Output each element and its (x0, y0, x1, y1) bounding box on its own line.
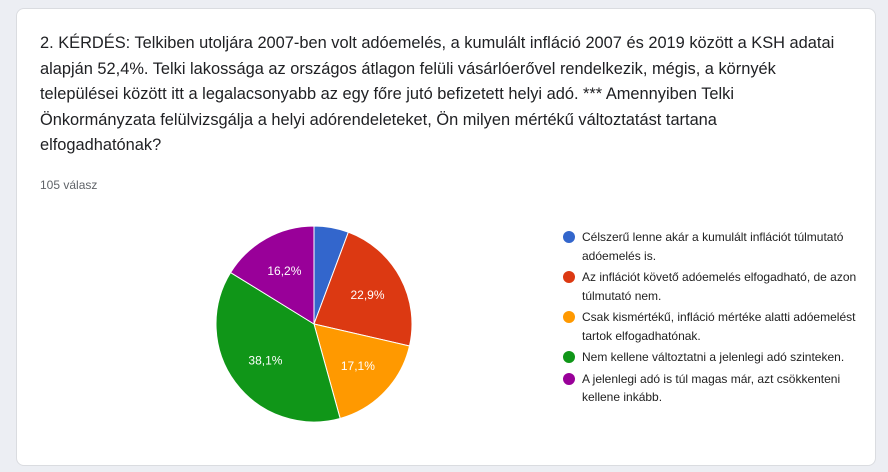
legend-label-4: Nem kellene változtatni a jelenlegi adó … (582, 350, 845, 364)
pie-chart: 22,9% 17,1% 38,1% 16,2% (215, 225, 413, 423)
legend-swatch-2 (563, 271, 575, 283)
legend-item-1[interactable]: Célszerű lenne akár a kumulált inflációt… (563, 228, 863, 265)
legend-label-1: Célszerű lenne akár a kumulált inflációt… (582, 230, 844, 263)
legend-label-2: Az inflációt követő adóemelés elfogadhat… (582, 270, 857, 303)
legend-swatch-5 (563, 372, 575, 385)
legend-item-3[interactable]: Csak kismértékű, infláció mértéke alatti… (563, 308, 863, 345)
question-card: 2. KÉRDÉS: Telkiben utoljára 2007-ben vo… (16, 8, 876, 466)
slice-label-3: 17,1% (341, 359, 375, 373)
question-text: 2. KÉRDÉS: Telkiben utoljára 2007-ben vo… (40, 34, 835, 154)
legend-swatch-4 (563, 351, 575, 363)
response-count: 105 válasz (40, 178, 98, 192)
legend-swatch-1 (563, 231, 575, 243)
slice-label-2: 22,9% (351, 288, 385, 302)
pie-slice-5[interactable] (229, 225, 315, 325)
legend-label-5: A jelenlegi adó is túl magas már, azt cs… (582, 371, 841, 405)
legend-label-3: Csak kismértékű, infláció mértéke alatti… (582, 310, 856, 343)
legend-item-5[interactable]: A jelenlegi adó is túl magas már, azt cs… (563, 370, 863, 407)
pie-slice-4[interactable] (215, 271, 341, 423)
slice-label-4: 38,1% (248, 353, 282, 367)
legend-swatch-3 (563, 311, 575, 323)
legend-item-2[interactable]: Az inflációt követő adóemelés elfogadhat… (563, 268, 863, 305)
pie-slice-3[interactable] (313, 323, 411, 420)
slice-label-5: 16,2% (267, 264, 301, 278)
chart-legend: Célszerű lenne akár a kumulált inflációt… (563, 228, 863, 410)
pie-slice-2[interactable] (313, 231, 413, 347)
legend-item-4[interactable]: Nem kellene változtatni a jelenlegi adó … (563, 348, 863, 367)
